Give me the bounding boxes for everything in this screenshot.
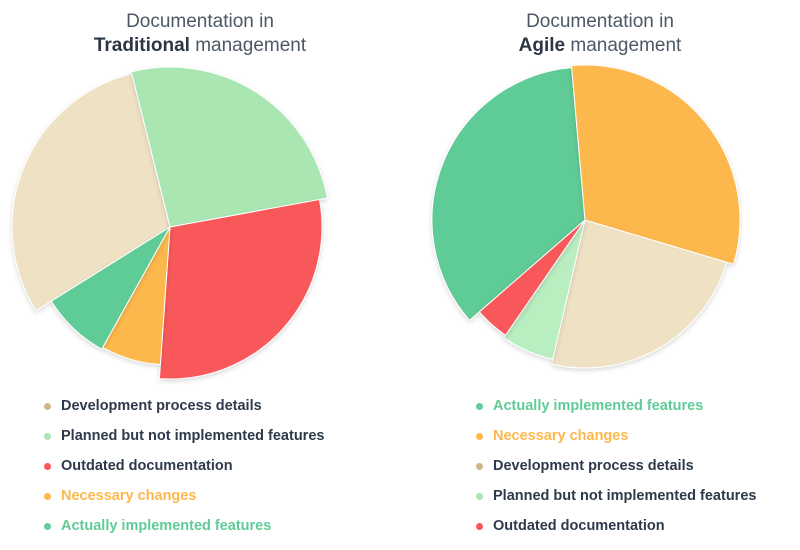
agile-pie-chart — [431, 64, 741, 369]
legend-dot-icon — [44, 463, 51, 470]
traditional-legend-item-necessary-changes: Necessary changes — [0, 485, 400, 515]
traditional-title-bold: Traditional — [93, 35, 190, 56]
agile-slice-planned-but-not-implemented-features — [503, 219, 586, 360]
legend-dot-icon — [44, 523, 51, 530]
legend-dot-icon — [476, 403, 483, 410]
traditional-chart-title: Documentation in Traditional management — [0, 10, 400, 58]
agile-slice-development-process-details — [551, 219, 728, 369]
traditional-slice-outdated-documentation — [158, 198, 323, 380]
agile-title-bold: Agile — [518, 35, 566, 56]
agile-slice-outdated-documentation — [478, 219, 586, 336]
traditional-legend-item-planned-but-not-implemented-features: Planned but not implemented features — [0, 425, 400, 455]
traditional-title-line1: Documentation in — [126, 11, 274, 32]
legend-label: Necessary changes — [61, 488, 197, 504]
agile-legend-item-actually-implemented-features: Actually implemented features — [400, 395, 800, 425]
legend-dot-icon — [476, 433, 483, 440]
traditional-slice-actually-implemented-features — [50, 226, 171, 350]
traditional-panel: Documentation in Traditional management … — [0, 10, 400, 545]
legend-label: Actually implemented features — [493, 398, 704, 414]
traditional-legend-item-outdated-documentation: Outdated documentation — [0, 455, 400, 485]
legend-label: Development process details — [493, 458, 694, 474]
legend-dot-icon — [476, 523, 483, 530]
agile-slice-necessary-changes — [570, 64, 741, 265]
legend-label: Outdated documentation — [493, 518, 665, 534]
agile-chart-title: Documentation in Agile management — [400, 10, 800, 58]
legend-label: Necessary changes — [493, 428, 629, 444]
legend-dot-icon — [476, 463, 483, 470]
traditional-legend: Development process details Planned but n… — [0, 395, 400, 545]
legend-label: Actually implemented features — [61, 518, 272, 534]
legend-label: Planned but not implemented features — [61, 428, 325, 444]
traditional-pie-chart — [11, 66, 328, 380]
traditional-legend-item-actually-implemented-features: Actually implemented features — [0, 515, 400, 545]
legend-dot-icon — [44, 403, 51, 410]
traditional-slice-planned-but-not-implemented-features — [130, 66, 328, 228]
legend-dot-icon — [44, 493, 51, 500]
agile-title-rest: management — [570, 35, 682, 56]
agile-title-line1: Documentation in — [526, 11, 674, 32]
agile-slice-actually-implemented-features — [431, 67, 586, 322]
legend-dot-icon — [476, 493, 483, 500]
agile-panel: Documentation in Agile management Actual… — [400, 0, 800, 550]
agile-legend-item-necessary-changes: Necessary changes — [400, 425, 800, 455]
agile-legend-item-development-process-details: Development process details — [400, 455, 800, 485]
legend-label: Planned but not implemented features — [493, 488, 757, 504]
legend-label: Outdated documentation — [61, 458, 233, 474]
traditional-legend-item-development-process-details: Development process details — [0, 395, 400, 425]
legend-label: Development process details — [61, 398, 262, 414]
agile-legend: Actually implemented features Necessary c… — [400, 395, 800, 545]
agile-legend-item-planned-but-not-implemented-features: Planned but not implemented features — [400, 485, 800, 515]
traditional-title-rest: management — [195, 35, 307, 56]
agile-legend-item-outdated-documentation: Outdated documentation — [400, 515, 800, 545]
legend-dot-icon — [44, 433, 51, 440]
